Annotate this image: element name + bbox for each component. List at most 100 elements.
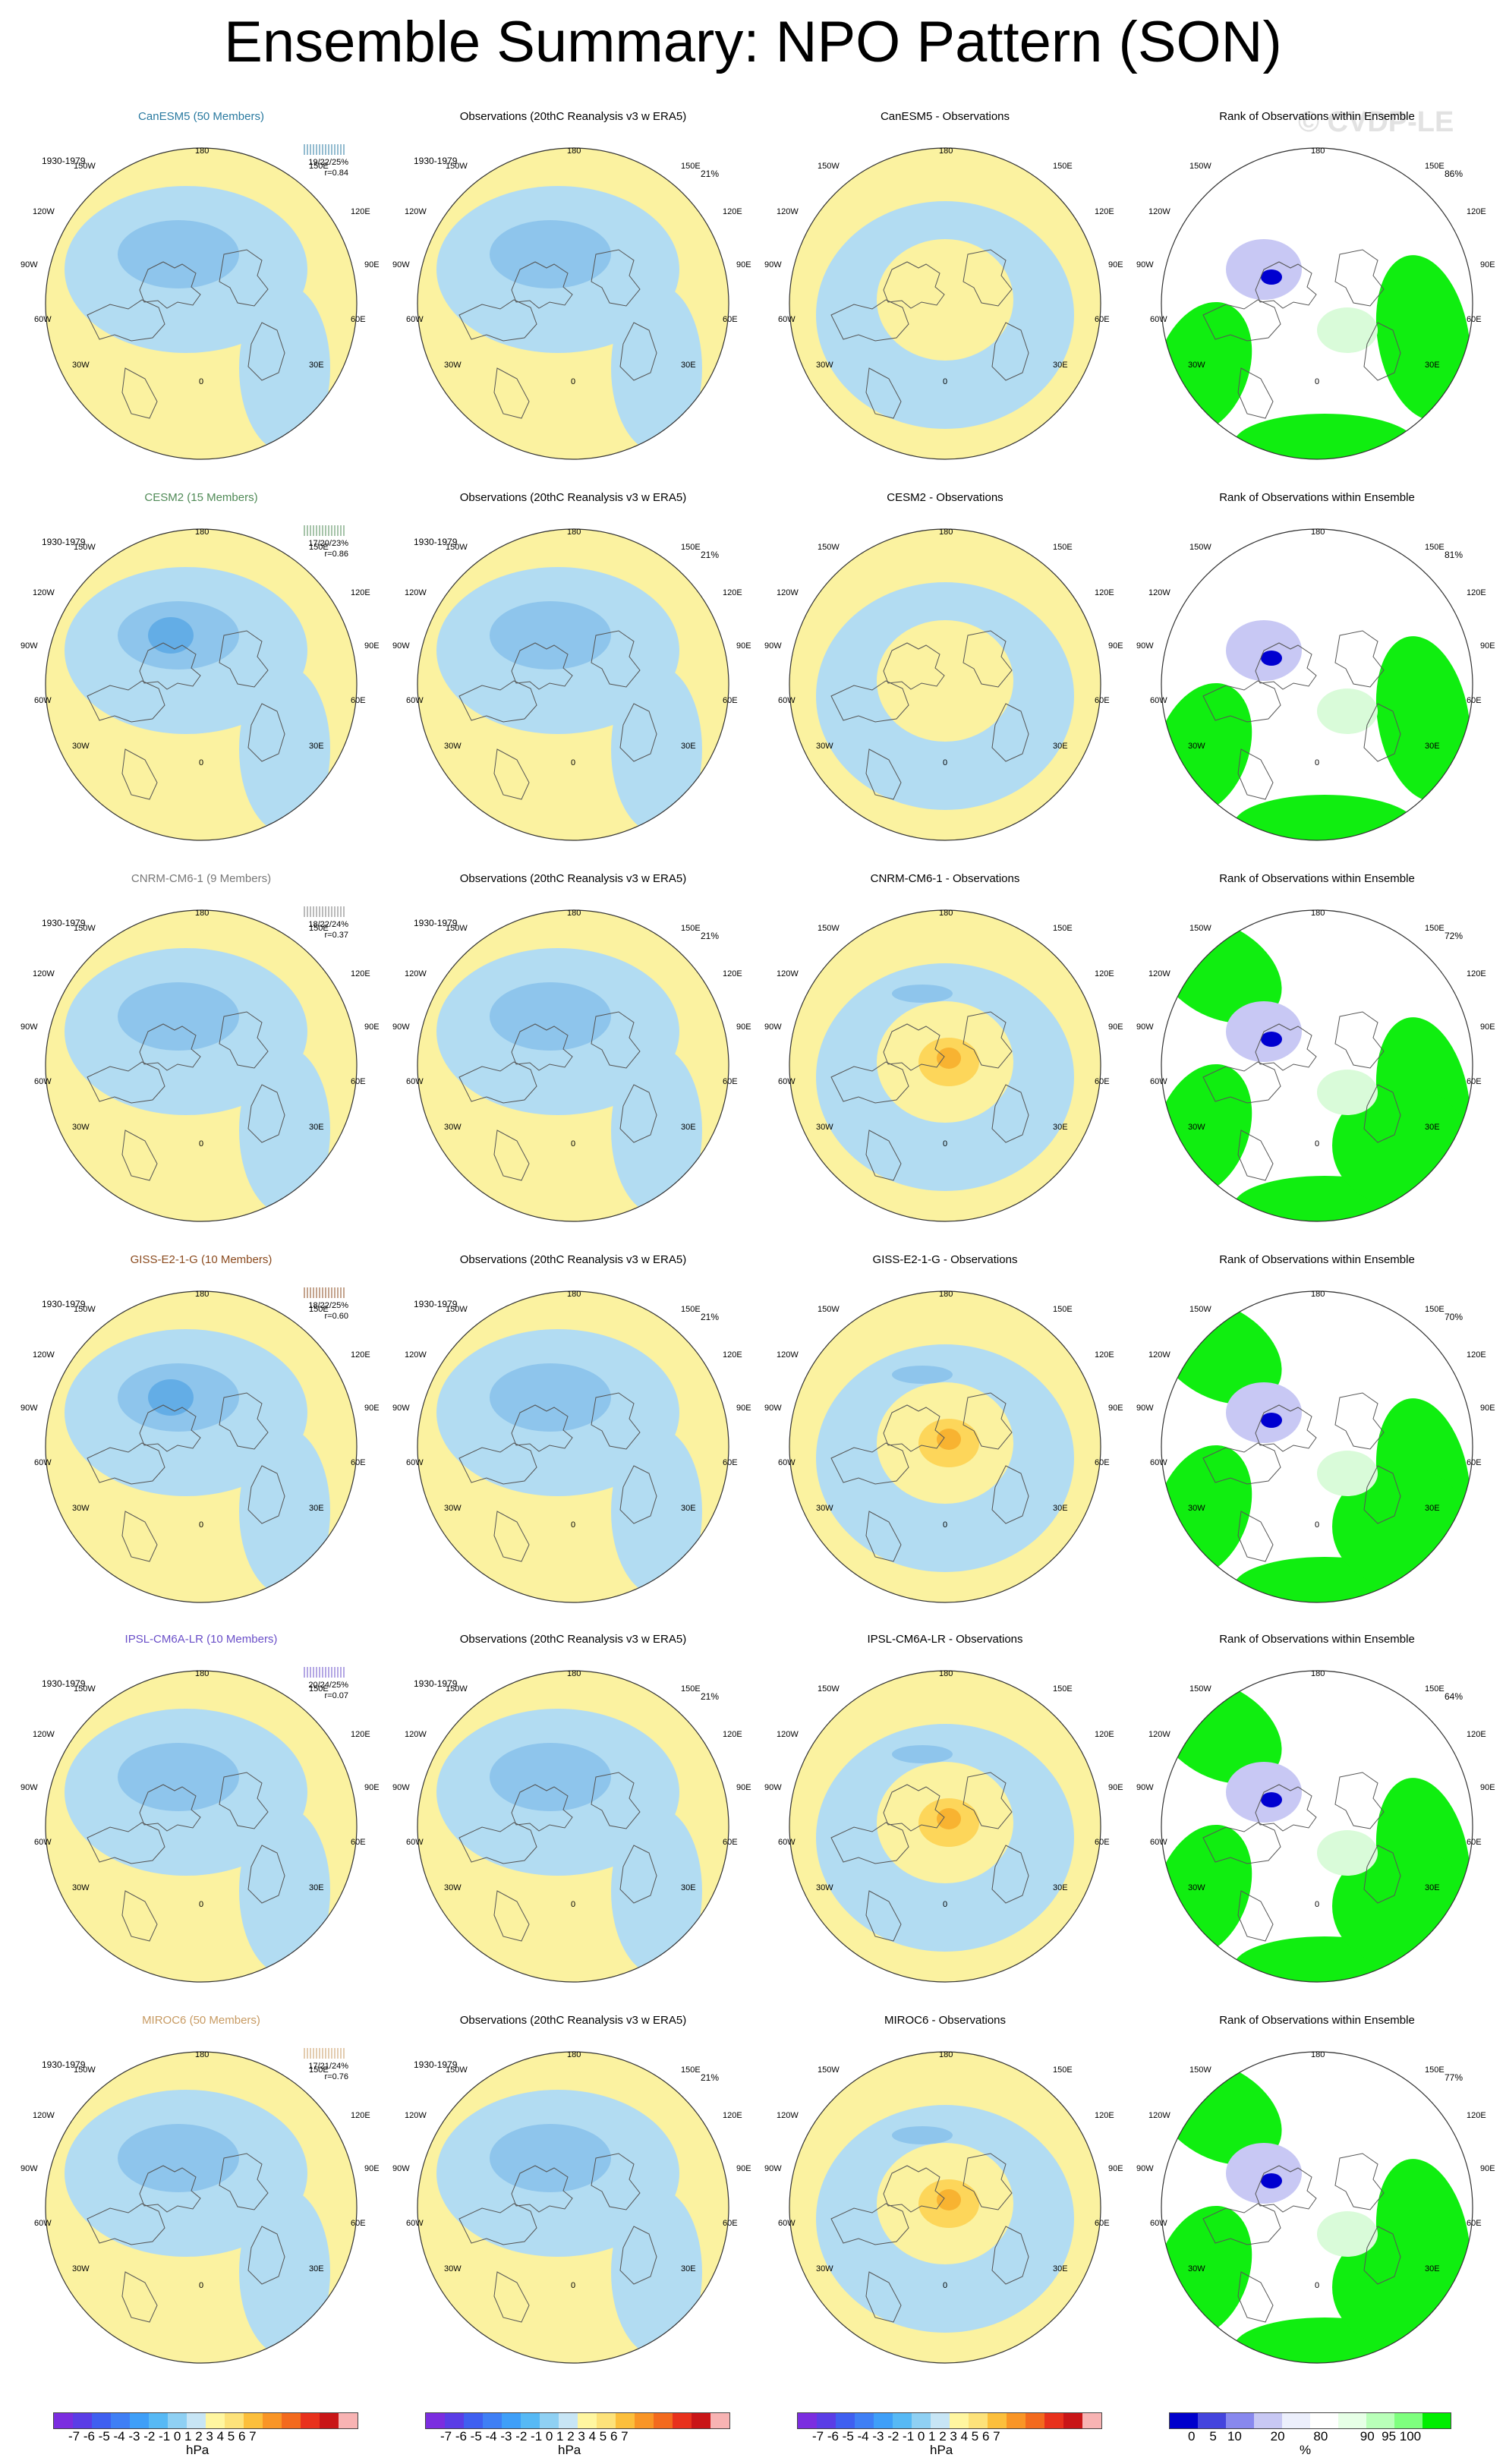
colorbar-rank-unit: % xyxy=(1300,2443,1312,2457)
colorbar-swatch xyxy=(692,2413,710,2428)
longitude-label: 30W xyxy=(816,361,833,370)
longitude-label: 90E xyxy=(364,2164,380,2173)
coastline xyxy=(619,1465,657,1524)
longitude-label: 60W xyxy=(34,315,52,324)
map-border xyxy=(45,1670,358,1983)
colorbar-swatch xyxy=(339,2413,358,2428)
longitude-label: 90W xyxy=(20,1404,38,1413)
longitude-label: 150E xyxy=(681,2065,701,2075)
longitude-label: 90W xyxy=(20,260,38,269)
coastline xyxy=(963,249,1013,307)
colorbar-swatch xyxy=(1044,2413,1063,2428)
longitude-label: 60E xyxy=(723,315,738,324)
coastline xyxy=(963,630,1013,688)
longitude-label: 150W xyxy=(818,1684,840,1694)
coastline xyxy=(458,680,537,723)
coastline xyxy=(830,680,909,723)
diff-panel: IPSL-CM6A-LR - Observations 180 150E 120E 90… xyxy=(764,1633,1123,2005)
rank-green-region xyxy=(1233,414,1416,459)
longitude-label: 60W xyxy=(778,315,796,324)
map-border xyxy=(1161,528,1473,841)
coastline xyxy=(219,2153,269,2210)
coastline xyxy=(493,1511,530,1562)
longitude-label: 0 xyxy=(199,377,204,386)
longitude-label: 0 xyxy=(943,1139,948,1149)
longitude-label: 60E xyxy=(351,2219,366,2228)
variance-percent: 86% xyxy=(1444,169,1463,179)
longitude-label: 150W xyxy=(446,1684,468,1694)
diff-title: IPSL-CM6A-LR - Observations xyxy=(867,1633,1023,1646)
coastline xyxy=(1237,2271,1274,2323)
longitude-label: 90E xyxy=(1480,1022,1495,1032)
longitude-label: 60W xyxy=(34,696,52,705)
diff-panel: GISS-E2-1-G - Observations 180 150E 120E 90E… xyxy=(764,1253,1123,1625)
longitude-label: 30W xyxy=(444,1504,462,1513)
coastline xyxy=(1202,680,1281,723)
longitude-label: 120E xyxy=(351,969,370,978)
period-label: 1930-1979 xyxy=(42,2059,86,2070)
diff-title: CanESM5 - Observations xyxy=(880,110,1010,123)
longitude-label: 30W xyxy=(72,361,90,370)
stats-correlation: r=0.76 xyxy=(324,2072,349,2081)
coastline xyxy=(1202,1061,1281,1104)
coastline xyxy=(619,2226,657,2285)
longitude-label: 120W xyxy=(405,588,427,597)
longitude-label: 150E xyxy=(681,543,701,552)
longitude-label: 60W xyxy=(406,315,424,324)
longitude-label: 120E xyxy=(723,588,742,597)
coastline xyxy=(121,1511,158,1562)
map-border xyxy=(417,2051,729,2364)
rank-title: Rank of Observations within Ensemble xyxy=(1219,491,1415,504)
coastline xyxy=(1363,1845,1401,1904)
map-border xyxy=(417,528,729,841)
longitude-label: 60E xyxy=(1467,1458,1482,1467)
model-title: GISS-E2-1-G (10 Members) xyxy=(130,1253,273,1266)
longitude-label: 120W xyxy=(405,1730,427,1739)
longitude-label: 150W xyxy=(74,162,96,171)
longitude-label: 90E xyxy=(1108,260,1123,269)
longitude-label: 90E xyxy=(364,1783,380,1792)
model-panel: IPSL-CM6A-LR (10 Members) 1930-1979 20/24/… xyxy=(20,1633,380,2005)
colorbar-swatch xyxy=(1026,2413,1044,2428)
longitude-label: 60W xyxy=(406,1838,424,1847)
longitude-label: 120E xyxy=(351,1730,370,1739)
longitude-label: 60W xyxy=(406,2219,424,2228)
longitude-label: 90E xyxy=(736,1404,751,1413)
coastline xyxy=(493,367,530,419)
rank-green-region xyxy=(1375,255,1471,421)
longitude-label: 30E xyxy=(309,742,324,751)
rank-lightgreen-region xyxy=(1317,1070,1378,1115)
coastline xyxy=(493,1130,530,1181)
longitude-label: 90W xyxy=(392,1404,410,1413)
obs-map xyxy=(417,909,729,1222)
rank-navy-region xyxy=(1261,269,1282,285)
longitude-label: 180 xyxy=(195,528,210,537)
period-label: 1930-1979 xyxy=(414,1678,458,1689)
coastline xyxy=(591,1392,641,1450)
longitude-label: 150W xyxy=(1189,1684,1211,1694)
longitude-label: 60E xyxy=(723,1077,738,1086)
coastline xyxy=(1334,249,1385,307)
obs-panel: Observations (20thC Reanalysis v3 w ERA5… xyxy=(392,872,751,1244)
longitude-label: 120E xyxy=(351,207,370,216)
coastline xyxy=(619,1845,657,1904)
longitude-label: 90E xyxy=(1108,1404,1123,1413)
diff-map xyxy=(789,909,1101,1222)
rank-panel: Rank of Observations within Ensemble 64% 1… xyxy=(1136,1633,1495,2005)
model-title: CESM2 (15 Members) xyxy=(144,491,258,504)
colorbar-swatch xyxy=(597,2413,616,2428)
negative-region xyxy=(239,1047,330,1214)
longitude-label: 60W xyxy=(34,1077,52,1086)
longitude-label: 120E xyxy=(1095,207,1114,216)
map-border xyxy=(789,528,1101,841)
longitude-label: 0 xyxy=(571,1520,576,1530)
coastline xyxy=(1363,1084,1401,1143)
longitude-label: 60E xyxy=(1467,315,1482,324)
variance-percent: 64% xyxy=(1444,1691,1463,1702)
variance-percent: 21% xyxy=(700,169,719,179)
coastline xyxy=(247,322,285,381)
colorbar-swatch xyxy=(1423,2413,1451,2428)
longitude-label: 90E xyxy=(1480,260,1495,269)
coastline xyxy=(219,1011,269,1069)
positive-peak-region xyxy=(937,2189,961,2210)
